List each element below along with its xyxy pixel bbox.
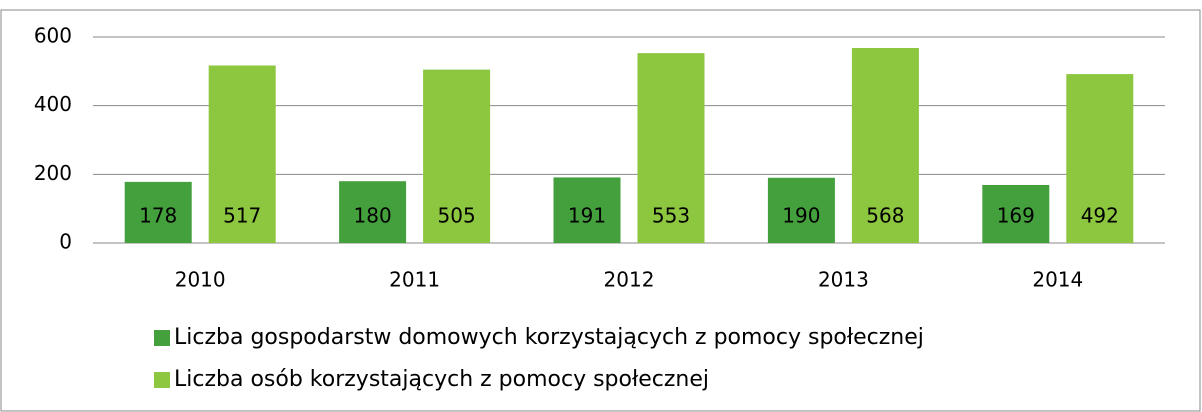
y-tick-label: 600: [34, 24, 72, 48]
x-tick-label: 2011: [389, 268, 440, 292]
data-label: 568: [866, 204, 904, 228]
bar: [423, 69, 491, 243]
bar: [1066, 74, 1134, 243]
data-label: 190: [782, 204, 820, 228]
bar: [767, 177, 835, 243]
x-tick-label: 2013: [818, 268, 869, 292]
legend-label: Liczba gospodarstw domowych korzystający…: [174, 325, 924, 350]
data-label: 178: [139, 204, 177, 228]
data-label: 169: [997, 204, 1035, 228]
x-tick-label: 2014: [1032, 268, 1083, 292]
x-tick-label: 2012: [604, 268, 655, 292]
bar: [124, 181, 192, 243]
legend-label: Liczba osób korzystających z pomocy społ…: [174, 367, 709, 392]
frame: [0, 9, 1201, 412]
data-label: 505: [438, 204, 476, 228]
legend-swatch: [154, 372, 170, 388]
data-label: 180: [354, 204, 392, 228]
bar: [982, 184, 1050, 243]
bar: [637, 53, 705, 244]
data-label: 517: [223, 204, 261, 228]
data-label: 492: [1081, 204, 1119, 228]
bar: [851, 47, 919, 244]
legend-swatch: [154, 330, 170, 346]
data-label: 553: [652, 204, 690, 228]
x-tick-label: 2010: [175, 268, 226, 292]
bar: [553, 177, 621, 243]
bar: [339, 181, 407, 243]
data-label: 191: [568, 204, 606, 228]
y-tick-label: 200: [34, 161, 72, 185]
bar: [208, 65, 276, 243]
y-tick-label: 0: [59, 230, 72, 254]
y-tick-label: 400: [34, 92, 72, 116]
